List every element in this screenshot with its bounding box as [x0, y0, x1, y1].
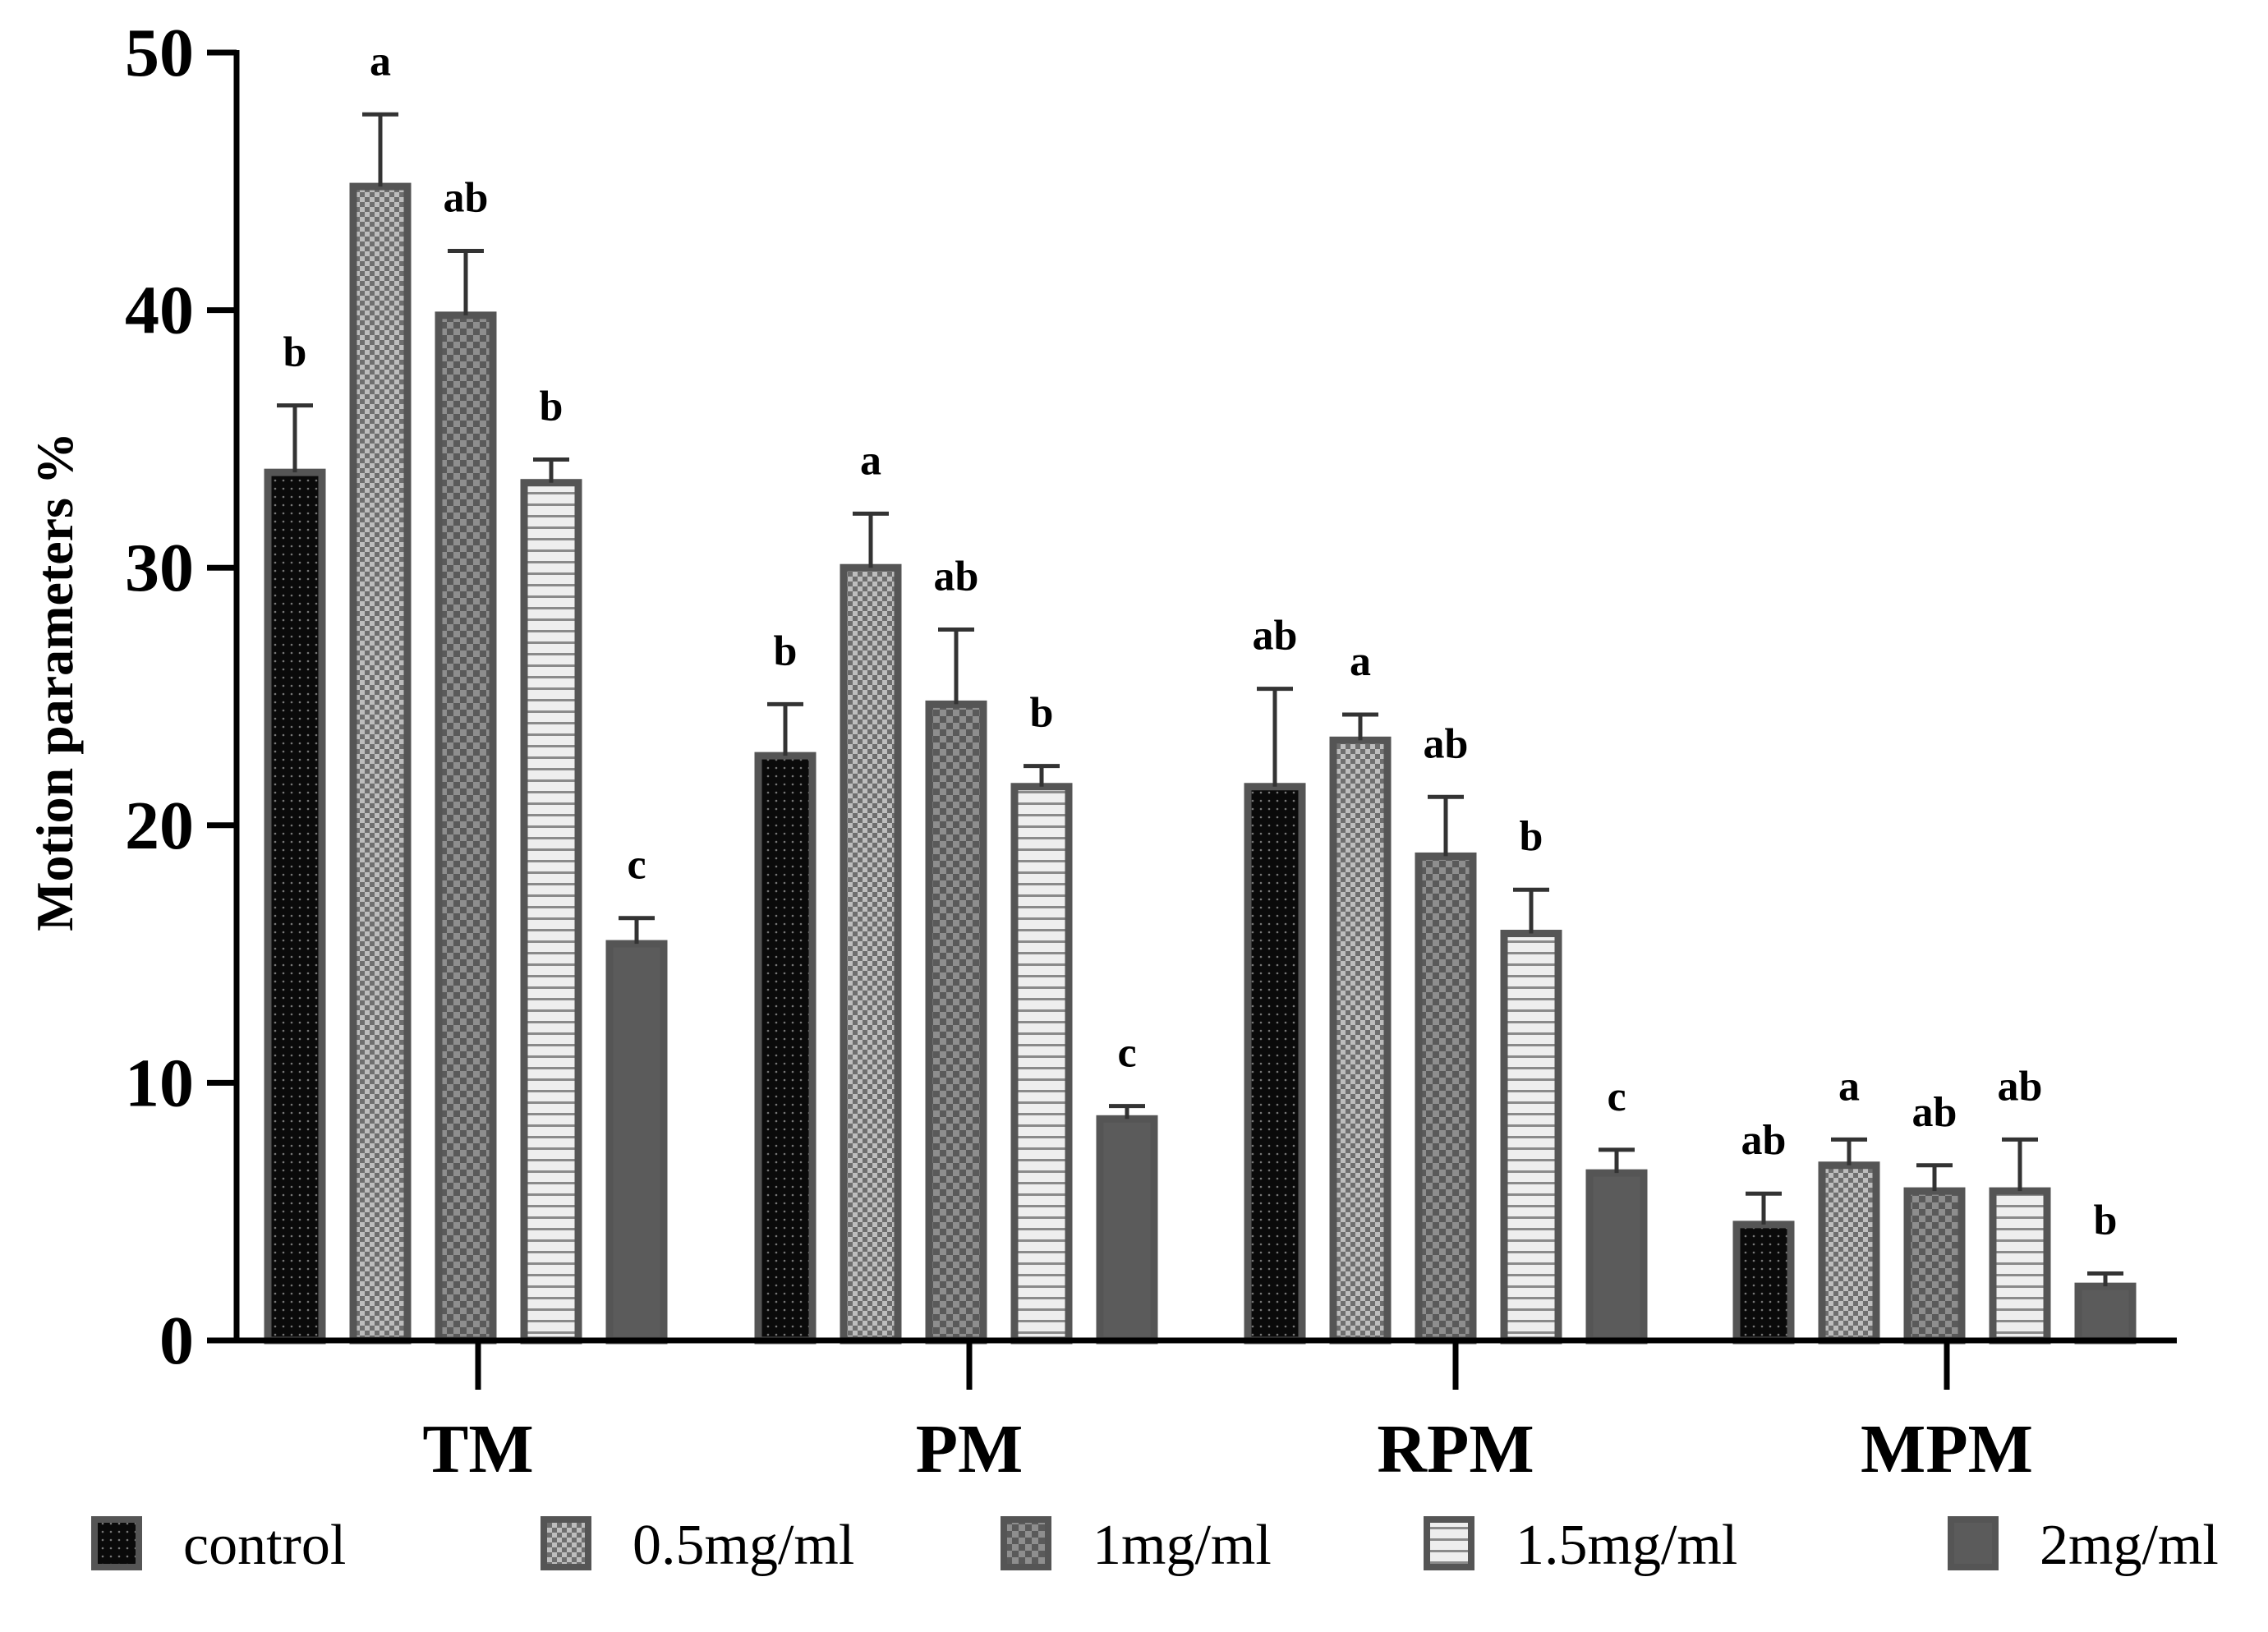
y-ticks: 0 10 20 30 40 50 [125, 15, 237, 1379]
significance-label-pm-0: b [774, 628, 798, 674]
bar-pm-3 [1010, 783, 1073, 1345]
significance-label-tm-0: b [283, 329, 307, 376]
legend-swatch-1 [541, 1516, 591, 1570]
y-axis-title: Motion parameters % [25, 432, 84, 931]
bars-layer [264, 182, 2137, 1345]
significance-label-mpm-0: ab [1741, 1117, 1787, 1164]
significance-label-rpm-0: ab [1253, 613, 1298, 660]
significance-label-mpm-1: a [1838, 1063, 1860, 1110]
x-tick-label-mpm: MPM [1861, 1411, 2033, 1487]
bar-rpm-1 [1329, 736, 1392, 1345]
legend-swatch-2 [1001, 1516, 1051, 1570]
y-tick-label: 30 [125, 530, 194, 606]
legend-label-3: 1.5mg/ml [1516, 1514, 1737, 1577]
significance-label-pm-2: ab [934, 553, 979, 600]
significance-label-tm-1: a [370, 38, 391, 85]
bar-mpm-3 [1989, 1187, 2051, 1345]
legend: control 0.5mg/ml 1mg/ml 1.5mg/ml 2mg/ml [91, 1514, 2219, 1577]
y-tick-label: 40 [125, 273, 194, 349]
x-tick-label-rpm: RPM [1377, 1411, 1534, 1487]
significance-label-mpm-3: ab [1998, 1063, 2043, 1110]
significance-label-tm-4: c [627, 842, 646, 889]
legend-label-4: 2mg/ml [2040, 1514, 2219, 1577]
significance-label-rpm-3: b [1520, 813, 1543, 860]
legend-label-2: 1mg/ml [1093, 1514, 1272, 1577]
bar-rpm-2 [1415, 852, 1477, 1345]
bar-pm-4 [1096, 1115, 1158, 1345]
significance-label-tm-3: b [540, 383, 564, 430]
significance-label-rpm-2: ab [1424, 720, 1469, 767]
bar-pm-2 [925, 700, 987, 1345]
significance-label-mpm-4: b [2094, 1197, 2118, 1244]
y-axis-title-group: Motion parameters % [25, 432, 84, 931]
significance-label-rpm-1: a [1350, 638, 1371, 685]
bar-mpm-2 [1903, 1187, 1966, 1345]
legend-swatch-4 [1948, 1516, 1999, 1570]
error-bars-layer [277, 112, 2123, 1287]
x-tick-label-tm: TM [422, 1411, 533, 1487]
bar-tm-3 [520, 479, 582, 1345]
x-tick-label-pm: PM [916, 1411, 1024, 1487]
bar-pm-0 [754, 752, 817, 1345]
significance-label-pm-4: c [1117, 1030, 1136, 1077]
y-tick-label: 20 [125, 788, 194, 864]
axes [233, 50, 2177, 1344]
legend-label-1: 0.5mg/ml [633, 1514, 854, 1577]
legend-swatch-0 [91, 1516, 142, 1570]
bar-mpm-4 [2074, 1282, 2137, 1345]
bar-rpm-4 [1585, 1169, 1648, 1345]
significance-label-tm-2: ab [444, 174, 489, 221]
x-ticks: TM PM RPM MPM [422, 1340, 2033, 1487]
y-tick-label: 0 [159, 1303, 194, 1379]
bar-tm-4 [605, 940, 668, 1345]
bar-tm-1 [349, 182, 412, 1345]
bar-tm-2 [435, 311, 497, 1345]
legend-swatch-3 [1424, 1516, 1474, 1570]
significance-label-mpm-2: ab [1912, 1089, 1957, 1136]
bar-rpm-0 [1244, 783, 1306, 1345]
y-tick-label: 10 [125, 1045, 194, 1121]
y-tick-label: 50 [125, 15, 194, 91]
bar-tm-0 [264, 468, 326, 1345]
significance-label-pm-1: a [860, 437, 881, 484]
legend-label-0: control [183, 1514, 346, 1577]
bar-pm-1 [840, 563, 902, 1345]
significance-label-pm-3: b [1030, 690, 1054, 737]
significance-label-rpm-4: c [1607, 1073, 1626, 1120]
bar-mpm-0 [1732, 1221, 1795, 1345]
bar-rpm-3 [1500, 930, 1562, 1345]
bar-mpm-1 [1818, 1161, 1880, 1345]
